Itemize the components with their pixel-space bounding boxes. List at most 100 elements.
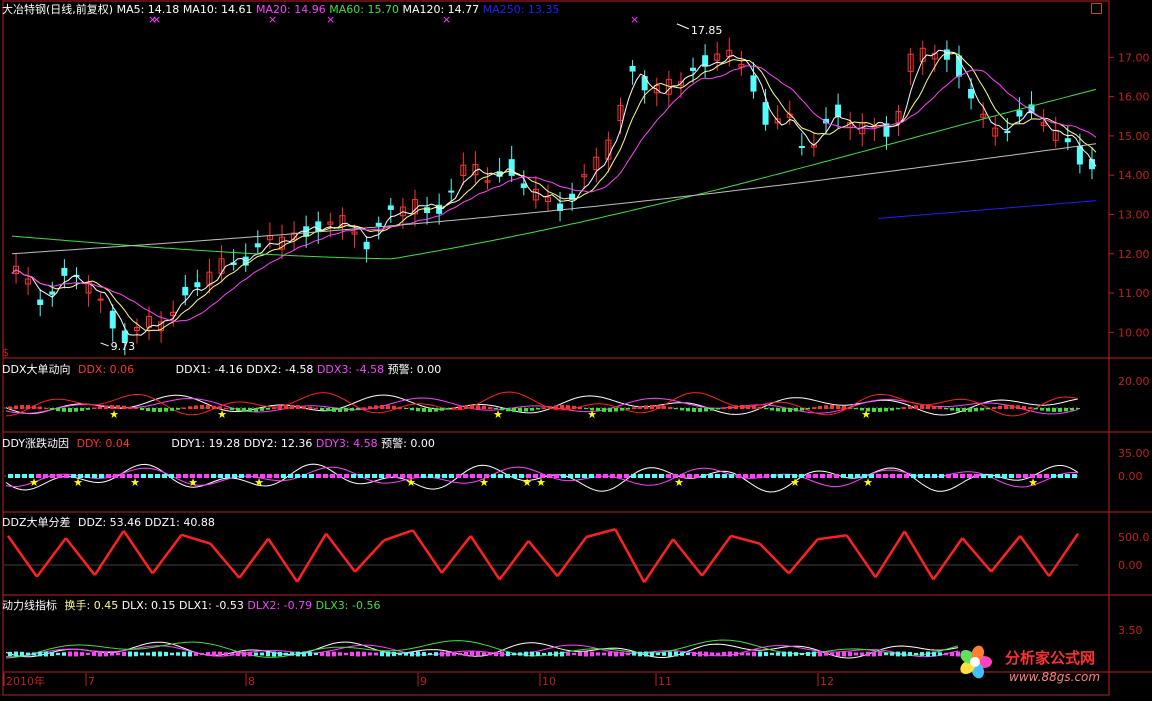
ddy-bar [316,474,321,478]
candle-body [363,241,370,250]
dlx-bar [50,651,54,657]
ddx-bar [644,405,648,409]
ddx-bar [608,408,612,412]
dlx-bar [776,652,780,656]
ddy-bar [897,474,902,478]
candle-body [351,231,358,235]
dlx-bar [8,651,12,657]
ddy-bar [1072,474,1077,478]
candle-body [544,196,551,203]
ddx-bar [536,408,540,410]
ddy-bar [344,474,349,478]
ddx-bar [698,408,702,412]
ddx-bar [230,408,234,411]
dlx-bar [758,651,762,657]
ddx-bar [368,406,372,409]
ddx-bar [314,407,318,409]
ddy-bar [260,474,265,478]
ddy-bar [407,474,412,478]
ddy-bar [288,474,293,478]
candle-body [121,330,128,343]
ddy-bar [246,474,251,478]
dlx-bar [134,651,138,657]
dlx-bar [890,652,894,656]
candle-body [520,183,527,189]
ddy-star-10: ★ [790,476,800,489]
dlx-bar [458,652,462,656]
ddy-star-6: ★ [479,476,489,489]
dlx-bar [596,652,600,656]
ddx-bar [908,406,912,409]
ddy-bar [806,474,811,478]
ddx-bar [878,408,882,412]
candle-body [1064,138,1071,143]
ddx-bar [938,407,942,409]
ddx-bar [590,408,594,411]
logo-center [970,657,980,667]
ddy-bar [680,474,685,478]
candle-body [133,326,140,332]
dlx-bar [440,651,444,657]
dlx-bar [872,651,876,657]
dlx-bar [644,651,648,657]
dlx-bar [542,652,546,656]
ddy-bar [652,474,657,478]
ddx-bar [428,408,432,412]
dlx-bar [398,652,402,656]
dlx-bar [236,651,240,657]
signal-mark-2: × [268,13,277,26]
hsl-value: 换手: 0.45 [64,599,119,612]
time-label-4: 10 [542,675,556,688]
ddy-bar [547,474,552,478]
ddx-bar [1040,408,1044,411]
ddx-bar [422,408,426,412]
dlx-y-tick: 3.50 [1118,624,1143,637]
candle-body [1040,122,1047,127]
ddz-segment [903,530,935,581]
ddx-bar [140,408,144,411]
ddx-bar [266,408,270,410]
ddy-bar [617,474,622,478]
ddx3-value: DDX3: -4.58 [316,363,385,376]
ddx-bar [704,408,708,412]
ddx-bar [1016,405,1020,409]
dlx-bar [944,652,948,656]
ddx-bar [626,408,630,410]
ddx-bar [1064,408,1068,412]
dlx-bar [242,651,246,657]
ddz-segment [296,532,328,583]
watermark-title: 分析家公式网 [1005,649,1096,667]
ddx-bar [848,407,852,409]
ddz-segment [440,535,472,574]
ddx-bar [572,405,576,409]
dlx-bar [512,652,516,656]
ddx-bar [296,405,300,409]
ddy-bar [414,474,419,478]
ddy-bar [876,474,881,478]
candle-body [460,164,467,176]
ddx-bar [50,408,54,411]
dlx-title: 动力线指标 [2,599,57,612]
candle-body [883,123,890,137]
ddz-segment [93,530,125,576]
candle-body [387,205,394,210]
ddy-bar [85,474,90,478]
ddx-bar [674,408,678,410]
ddx-bar [944,408,948,410]
ddy1-value: DDY1: 19.28 [171,437,241,450]
ddx-bar [110,405,114,409]
ddx-star-2: ★ [493,408,503,421]
dlx-bar [740,652,744,656]
ddy-bar [1002,474,1007,478]
dlx-bar [518,652,522,656]
dlx-bar [752,651,756,657]
ddx-bar [602,408,606,412]
candle-body [254,243,261,248]
ddx-bar [74,408,78,412]
ddy-bar [988,474,993,478]
close-box-icon[interactable] [1091,3,1102,14]
ddy2-line [5,466,1079,488]
ddx-bar [560,405,564,409]
dlx-bar [494,651,498,657]
